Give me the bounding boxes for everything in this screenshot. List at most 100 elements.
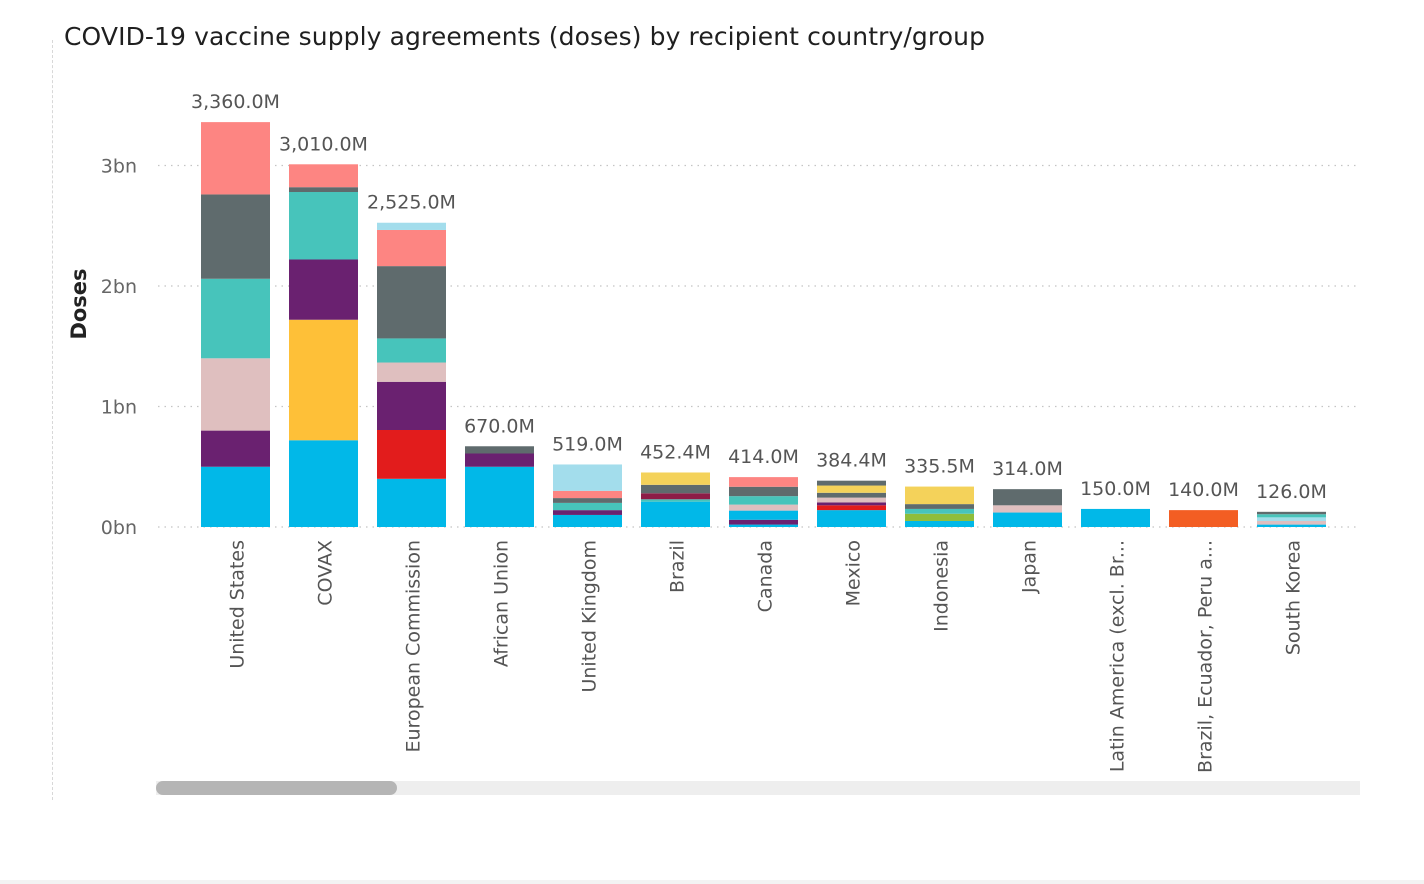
bar-segment xyxy=(377,338,446,363)
bar-segment xyxy=(377,478,446,527)
bar-segment xyxy=(289,192,358,260)
y-tick-label: 3bn xyxy=(101,156,137,178)
bar-segment xyxy=(641,499,710,502)
bar-segment xyxy=(1257,524,1326,527)
chart-title: COVID-19 vaccine supply agreements (dose… xyxy=(64,22,986,51)
bar-segment xyxy=(201,278,270,359)
x-category-label: Indonesia xyxy=(931,540,953,632)
bar-segment xyxy=(377,229,446,267)
bar-segment xyxy=(729,524,798,527)
y-tick-label: 2bn xyxy=(101,276,137,298)
bar-segment xyxy=(1257,517,1326,521)
y-tick-label: 1bn xyxy=(101,397,137,419)
bar-segment xyxy=(553,498,622,503)
x-category-label: COVAX xyxy=(315,540,337,606)
bar-segment xyxy=(905,486,974,505)
bar-segment xyxy=(201,358,270,431)
bar-segment xyxy=(289,164,358,188)
bar-segment xyxy=(201,194,270,279)
bar-segment xyxy=(289,187,358,193)
bar-segment xyxy=(289,259,358,320)
total-data-label: 2,525.0M xyxy=(367,192,456,214)
bar-segment xyxy=(553,464,622,491)
bar-segment xyxy=(553,502,622,511)
bar-segment xyxy=(905,520,974,527)
bar-segment xyxy=(377,362,446,382)
visual-border-guide xyxy=(52,40,53,800)
total-data-label: 384.4M xyxy=(816,450,887,472)
bar-segment xyxy=(817,502,886,506)
bar-segment xyxy=(817,497,886,503)
bar-segment xyxy=(817,480,886,486)
total-data-label: 670.0M xyxy=(464,415,535,437)
total-data-label: 452.4M xyxy=(640,441,711,463)
bar-segment xyxy=(289,440,358,527)
bar-segment xyxy=(729,486,798,497)
total-data-label: 3,360.0M xyxy=(191,91,280,113)
x-category-label: United Kingdom xyxy=(579,540,601,693)
y-tick-label: 0bn xyxy=(101,517,137,539)
total-data-label: 150.0M xyxy=(1080,478,1151,500)
x-category-label: South Korea xyxy=(1283,540,1305,655)
y-axis-title: Doses xyxy=(67,268,91,339)
bar-segment xyxy=(553,514,622,527)
bar-segment xyxy=(729,496,798,505)
bar-segment xyxy=(201,122,270,195)
bar-segment xyxy=(905,513,974,521)
bar-segment xyxy=(553,490,622,499)
total-data-label: 414.0M xyxy=(728,446,799,468)
x-category-label: Canada xyxy=(755,540,777,612)
bar-segment xyxy=(641,493,710,500)
bar-segment xyxy=(729,510,798,520)
x-category-label: Mexico xyxy=(843,540,865,606)
bar-segment xyxy=(641,501,710,527)
bar-segment xyxy=(729,519,798,525)
bar-segment xyxy=(377,381,446,430)
bar-segment xyxy=(729,504,798,511)
x-category-label: African Union xyxy=(491,540,513,667)
bar-segment xyxy=(289,319,358,441)
horizontal-scrollbar-track[interactable] xyxy=(156,781,1360,795)
bar-segment xyxy=(817,492,886,498)
total-data-label: 140.0M xyxy=(1168,479,1239,501)
total-data-label: 314.0M xyxy=(992,458,1063,480)
bar-segment xyxy=(729,477,798,487)
x-category-label: European Commission xyxy=(403,540,425,752)
bar-segment xyxy=(817,485,886,493)
total-data-label: 3,010.0M xyxy=(279,133,368,155)
x-category-label: Brazil xyxy=(667,540,689,593)
total-data-label: 335.5M xyxy=(904,456,975,478)
bar-segment xyxy=(377,222,446,230)
bar-segment xyxy=(641,472,710,485)
bottom-divider xyxy=(0,880,1424,884)
bar-segment xyxy=(1169,510,1238,527)
horizontal-scrollbar-thumb[interactable] xyxy=(156,781,397,795)
bar-segment xyxy=(993,505,1062,513)
bar-segment xyxy=(465,446,534,454)
bar-segment xyxy=(905,504,974,509)
bar-segment xyxy=(993,489,1062,506)
bar-segment xyxy=(1257,511,1326,515)
x-category-label: Japan xyxy=(1019,540,1041,594)
bar-segment xyxy=(641,484,710,494)
bar-segment xyxy=(905,508,974,514)
bar-segment xyxy=(201,466,270,527)
total-data-label: 519.0M xyxy=(552,433,623,455)
bar-segment xyxy=(465,453,534,467)
x-category-label: United States xyxy=(227,540,249,669)
x-category-label: Brazil, Ecuador, Peru a... xyxy=(1195,540,1217,773)
bar-segment xyxy=(201,430,270,467)
bar-segment xyxy=(1257,520,1326,525)
total-data-label: 126.0M xyxy=(1256,481,1327,503)
x-category-label: Latin America (excl. Br... xyxy=(1107,540,1129,772)
bar-segment xyxy=(817,510,886,527)
bar-segment xyxy=(377,266,446,339)
bar-segment xyxy=(817,505,886,511)
bar-segment xyxy=(1081,508,1150,527)
bar-segment xyxy=(1257,514,1326,518)
bar-segment xyxy=(465,466,534,527)
bar-segment xyxy=(993,512,1062,527)
bar-segment xyxy=(553,510,622,515)
